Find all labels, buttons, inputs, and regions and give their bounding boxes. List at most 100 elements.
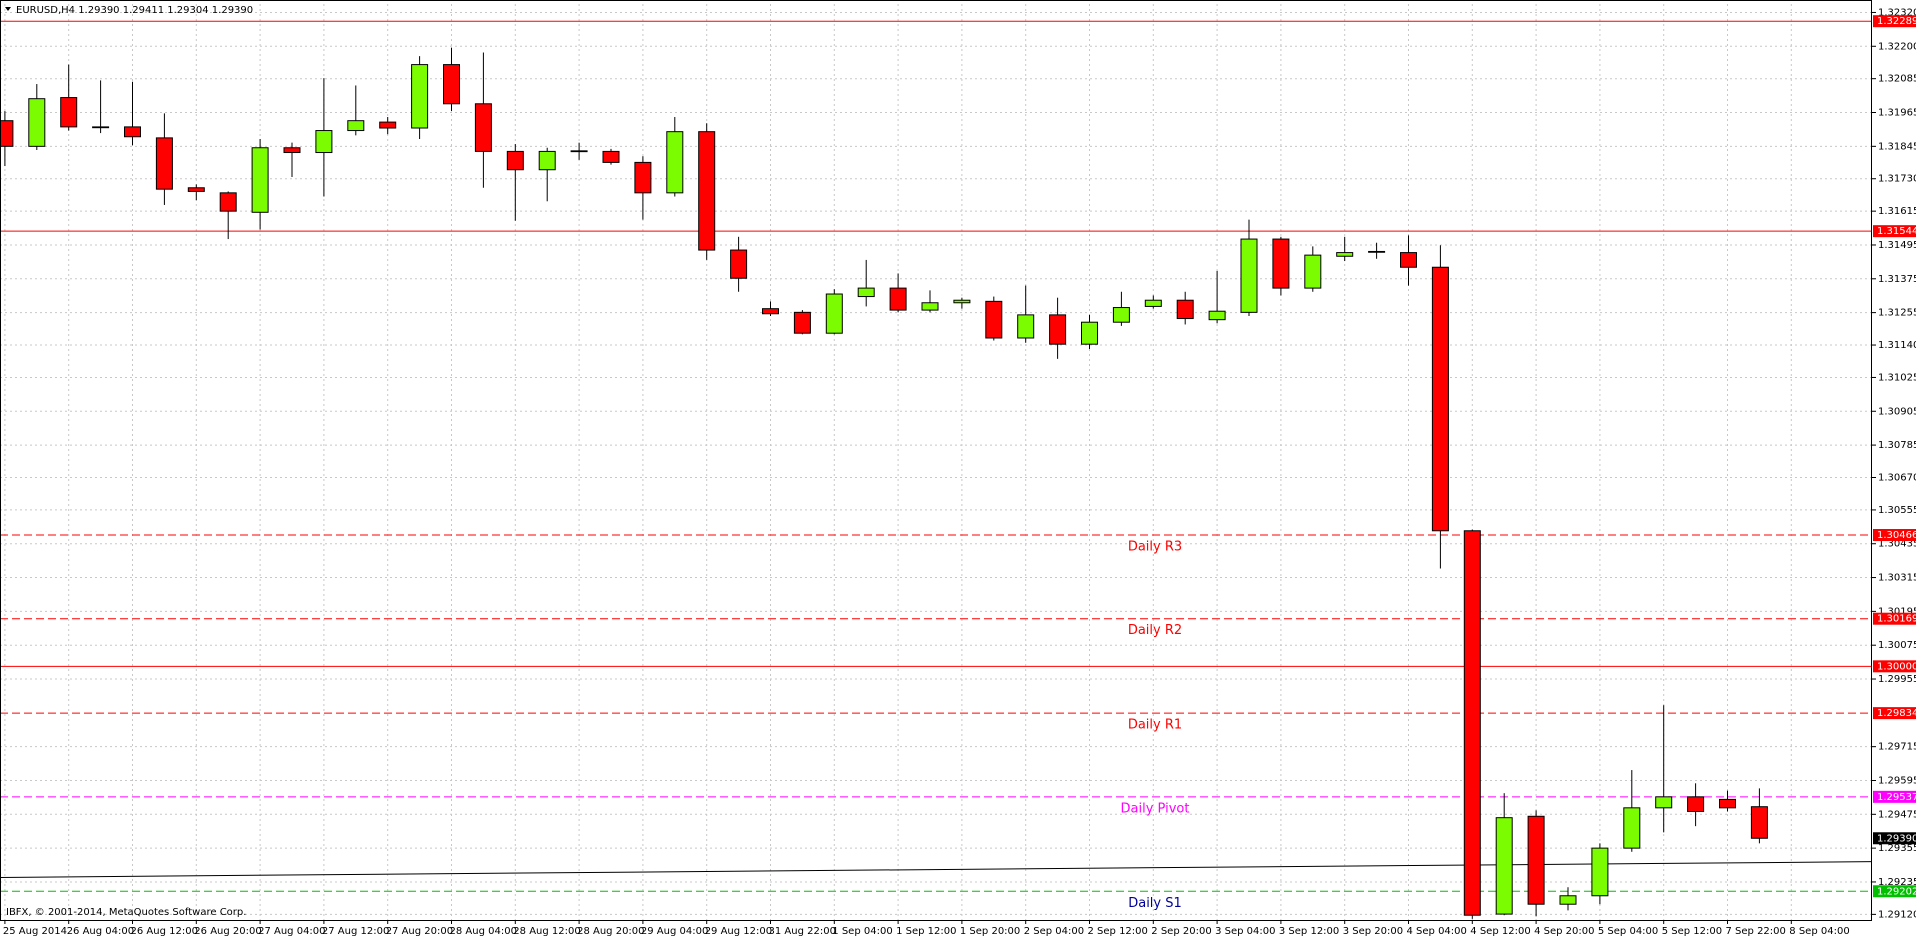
x-tick-label: 1 Sep 20:00	[960, 926, 1020, 937]
y-tick-label: 1.30905	[1878, 406, 1916, 417]
candle-body	[1559, 895, 1577, 905]
y-tick-label: 1.30075	[1878, 640, 1916, 651]
candle-body	[1208, 310, 1226, 321]
y-tick-label: 1.31255	[1878, 308, 1916, 319]
x-tick-label: 3 Sep 12:00	[1279, 926, 1339, 937]
candle-body	[538, 150, 556, 171]
level-label: 1.30169	[1877, 614, 1916, 625]
candle-body	[1144, 299, 1162, 307]
level-label: 1.29834	[1877, 708, 1916, 719]
level-marker	[1873, 612, 1916, 625]
candle-body	[1049, 314, 1067, 345]
candle-body	[283, 147, 301, 154]
candle-body	[698, 131, 716, 251]
level-name: Daily S1	[1128, 896, 1182, 911]
x-tick-label: 26 Aug 04:00	[67, 926, 134, 937]
candle-body	[570, 150, 588, 153]
candle-body	[1112, 307, 1130, 323]
level-label: 1.30000	[1877, 661, 1916, 672]
x-tick-label: 27 Aug 20:00	[386, 926, 453, 937]
level-marker	[1873, 528, 1916, 541]
y-tick-label: 1.31375	[1878, 274, 1916, 285]
price-axis: 1.32320 1.32200 1.32085 1.31965 1.31845 1.317…	[3, 7, 1916, 937]
candle-body	[889, 287, 907, 311]
candle-body	[1495, 817, 1513, 915]
candle-body	[28, 98, 46, 147]
candle-body	[92, 126, 110, 129]
x-tick-label: 26 Aug 12:00	[131, 926, 198, 937]
candle-body	[219, 192, 237, 212]
y-tick-label: 1.32320	[1878, 7, 1916, 18]
candle-body	[666, 131, 684, 194]
x-tick-label: 4 Sep 12:00	[1470, 926, 1530, 937]
y-tick-label: 1.30435	[1878, 539, 1916, 550]
x-tick-label: 4 Sep 04:00	[1407, 926, 1467, 937]
level-label: 1.29537	[1877, 792, 1916, 803]
candle-body	[347, 120, 365, 132]
y-tick-label: 1.29120	[1878, 909, 1916, 920]
grid	[0, 4, 1872, 920]
level-label: 1.30466	[1877, 530, 1916, 541]
plot-frame	[0, 0, 1872, 921]
candle-body	[1655, 796, 1673, 809]
candle-body	[379, 121, 397, 129]
x-tick-label: 29 Aug 12:00	[705, 926, 772, 937]
candle-body	[762, 308, 779, 315]
candle-body	[1687, 796, 1705, 812]
plot: Daily R3 Daily R2 Daily R1 Daily Pivot Daily…	[0, 20, 1873, 919]
y-tick-label: 1.29715	[1878, 742, 1916, 753]
y-tick-label: 1.32085	[1878, 74, 1916, 85]
chart-title: EURUSD,H4 1.29390 1.29411 1.29304 1.2939…	[16, 5, 253, 16]
x-tick-label: 29 Aug 04:00	[641, 926, 708, 937]
candle-body	[443, 64, 460, 105]
candle-body	[0, 120, 14, 147]
level-name: Daily R1	[1128, 718, 1182, 733]
x-tick-label: 28 Aug 04:00	[450, 926, 517, 937]
x-tick-label: 27 Aug 04:00	[258, 926, 325, 937]
x-tick-label: 26 Aug 20:00	[194, 926, 261, 937]
x-tick-label: 2 Sep 04:00	[1024, 926, 1084, 937]
candle-body	[60, 97, 78, 128]
x-tick-label: 25 Aug 2014	[3, 926, 67, 937]
candle-body	[1431, 266, 1449, 532]
y-tick-label: 1.30785	[1878, 440, 1916, 451]
candle-body	[793, 311, 811, 334]
y-tick-label: 1.31965	[1878, 108, 1916, 119]
y-tick-label: 1.29955	[1878, 674, 1916, 685]
y-tick-label: 1.29595	[1878, 775, 1916, 786]
candle-body	[1623, 807, 1641, 849]
last-price-marker	[1873, 832, 1916, 845]
menu-arrow[interactable]	[5, 7, 11, 11]
x-tick-label: 1 Sep 04:00	[832, 926, 892, 937]
candle-body	[411, 64, 429, 129]
level-marker	[1873, 660, 1916, 673]
candle-body	[1336, 252, 1354, 257]
candle-body	[1719, 798, 1736, 809]
candle-body	[187, 187, 205, 192]
candle-body	[474, 103, 492, 152]
candle-body	[506, 150, 524, 171]
x-tick-label: 2 Sep 12:00	[1088, 926, 1148, 937]
candle-body	[1240, 238, 1258, 313]
candle-body	[634, 161, 652, 194]
candle-body	[1017, 314, 1035, 339]
candle-body	[1527, 815, 1545, 905]
y-tick-label: 1.31140	[1878, 340, 1916, 351]
level-name: Daily R2	[1128, 623, 1182, 638]
candle-body	[315, 130, 333, 154]
candle-body	[1463, 530, 1481, 916]
level-name: Daily Pivot	[1121, 801, 1190, 816]
level-name: Daily R3	[1128, 539, 1182, 554]
y-tick-label: 1.31615	[1878, 206, 1916, 217]
x-tick-label: 8 Sep 04:00	[1789, 926, 1849, 937]
y-tick-label: 1.30315	[1878, 573, 1916, 584]
candle-body	[251, 147, 269, 213]
y-tick-label: 1.29355	[1878, 843, 1916, 854]
y-tick-label: 1.30670	[1878, 473, 1916, 484]
x-tick-label: 5 Sep 04:00	[1598, 926, 1658, 937]
candle-body	[985, 300, 1003, 339]
candle-body	[124, 126, 141, 138]
x-tick-label: 7 Sep 22:00	[1726, 926, 1786, 937]
y-tick-label: 1.31730	[1878, 174, 1916, 185]
